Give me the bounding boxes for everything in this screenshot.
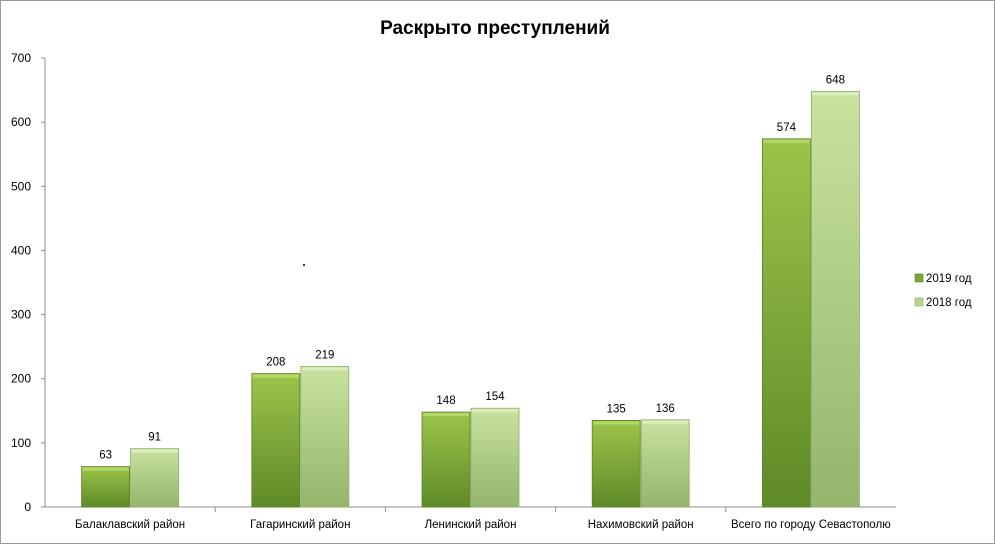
bar-bevel [812, 92, 859, 96]
bar-series-2019 [421, 411, 471, 508]
bar-series-2019 [591, 420, 641, 508]
bar-bevel [301, 367, 348, 371]
data-label: 136 [656, 403, 675, 415]
chart-axes: 0 100 200 300 400 500 600 700 Балаклавский район… [11, 51, 896, 531]
y-tick-label: 0 [24, 500, 31, 514]
bar-bevel [593, 421, 640, 425]
data-label: 208 [266, 357, 285, 369]
bar-bevel [642, 420, 689, 424]
x-category-label: Всего по городу Севастополю [731, 519, 891, 531]
y-tick-label: 200 [11, 372, 31, 386]
bar-series-2018 [640, 419, 690, 508]
y-tick-label: 100 [11, 436, 31, 450]
data-label: 154 [485, 391, 505, 403]
y-tick-label: 500 [11, 179, 31, 193]
legend-label: 2019 год [926, 273, 972, 285]
data-label: 648 [826, 74, 845, 86]
bar-series-2019 [251, 373, 301, 508]
bar-bevel [131, 449, 178, 453]
chart-title: Раскрыто преступлений [380, 18, 610, 39]
bar-series-2018 [811, 90, 860, 508]
chart-legend: 2019 год 2018 год [914, 273, 972, 309]
bar-bevel [763, 139, 810, 143]
x-category-label: Ленинский район [425, 519, 517, 531]
bar-bevel [252, 374, 299, 378]
bar-bevel [82, 467, 129, 471]
y-tick-label: 400 [11, 243, 31, 257]
bar-series-2018 [470, 407, 520, 508]
x-category-label: Балаклавский район [75, 519, 185, 531]
bar-series-2018 [130, 448, 180, 508]
legend-swatch [914, 297, 924, 307]
data-label: 91 [148, 432, 161, 444]
data-label: 63 [99, 450, 112, 462]
data-label: 148 [436, 395, 455, 407]
data-label: 574 [777, 122, 797, 134]
bar-series-2019 [762, 138, 811, 508]
data-label: 219 [315, 350, 334, 362]
chart-bars [81, 90, 860, 508]
chart-data-labels: 63 91 208 219 148 154 135 136 574 648 [99, 74, 845, 461]
stray-dot [303, 264, 305, 266]
legend-label: 2018 год [926, 297, 972, 309]
y-tick-label: 300 [11, 308, 31, 322]
bar-bevel [472, 409, 518, 413]
legend-swatch [914, 273, 924, 283]
x-category-label: Нахимовский район [588, 519, 694, 531]
y-tick-label: 600 [11, 115, 31, 129]
x-category-label: Гагаринский район [250, 519, 350, 531]
data-label: 135 [607, 403, 626, 415]
bar-bevel [423, 413, 469, 417]
bar-series-2018 [300, 366, 350, 508]
y-tick-label: 700 [11, 51, 31, 65]
bar-series-2019 [81, 466, 130, 508]
